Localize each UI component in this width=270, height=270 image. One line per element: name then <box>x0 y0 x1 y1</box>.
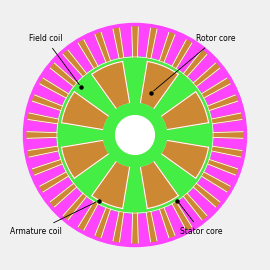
Wedge shape <box>50 63 77 87</box>
Wedge shape <box>28 146 59 157</box>
Wedge shape <box>32 160 62 175</box>
Wedge shape <box>63 50 87 77</box>
Wedge shape <box>132 213 138 243</box>
Wedge shape <box>193 183 220 207</box>
Wedge shape <box>63 193 87 220</box>
Wedge shape <box>50 183 77 207</box>
Wedge shape <box>193 63 220 87</box>
Circle shape <box>116 116 154 154</box>
Circle shape <box>23 23 247 247</box>
Wedge shape <box>172 201 192 230</box>
Text: Rotor core: Rotor core <box>154 34 235 91</box>
Wedge shape <box>211 113 242 124</box>
Text: Field coil: Field coil <box>29 34 79 85</box>
Wedge shape <box>201 172 230 192</box>
Wedge shape <box>146 28 157 59</box>
Wedge shape <box>40 78 69 98</box>
Wedge shape <box>27 132 57 138</box>
Circle shape <box>60 60 210 210</box>
Wedge shape <box>183 193 207 220</box>
Circle shape <box>57 57 213 213</box>
Text: Stator core: Stator core <box>179 203 222 236</box>
Wedge shape <box>28 113 59 124</box>
Wedge shape <box>32 95 62 110</box>
Wedge shape <box>78 201 98 230</box>
Wedge shape <box>140 161 178 208</box>
Wedge shape <box>92 62 130 109</box>
Wedge shape <box>62 92 109 130</box>
Wedge shape <box>40 172 69 192</box>
Wedge shape <box>62 140 109 178</box>
Wedge shape <box>146 211 157 242</box>
Wedge shape <box>211 146 242 157</box>
Wedge shape <box>172 40 192 69</box>
Text: Armature coil: Armature coil <box>10 202 96 236</box>
Wedge shape <box>201 78 230 98</box>
Wedge shape <box>160 32 175 62</box>
Wedge shape <box>161 92 208 130</box>
Wedge shape <box>78 40 98 69</box>
Wedge shape <box>208 95 238 110</box>
Wedge shape <box>92 161 130 208</box>
Wedge shape <box>113 28 124 59</box>
Wedge shape <box>160 208 175 238</box>
Circle shape <box>103 103 167 167</box>
Wedge shape <box>95 32 110 62</box>
Wedge shape <box>183 50 207 77</box>
Wedge shape <box>95 208 110 238</box>
Wedge shape <box>132 27 138 57</box>
Wedge shape <box>213 132 243 138</box>
Wedge shape <box>208 160 238 175</box>
Wedge shape <box>161 140 208 178</box>
Wedge shape <box>140 62 178 109</box>
Wedge shape <box>113 211 124 242</box>
